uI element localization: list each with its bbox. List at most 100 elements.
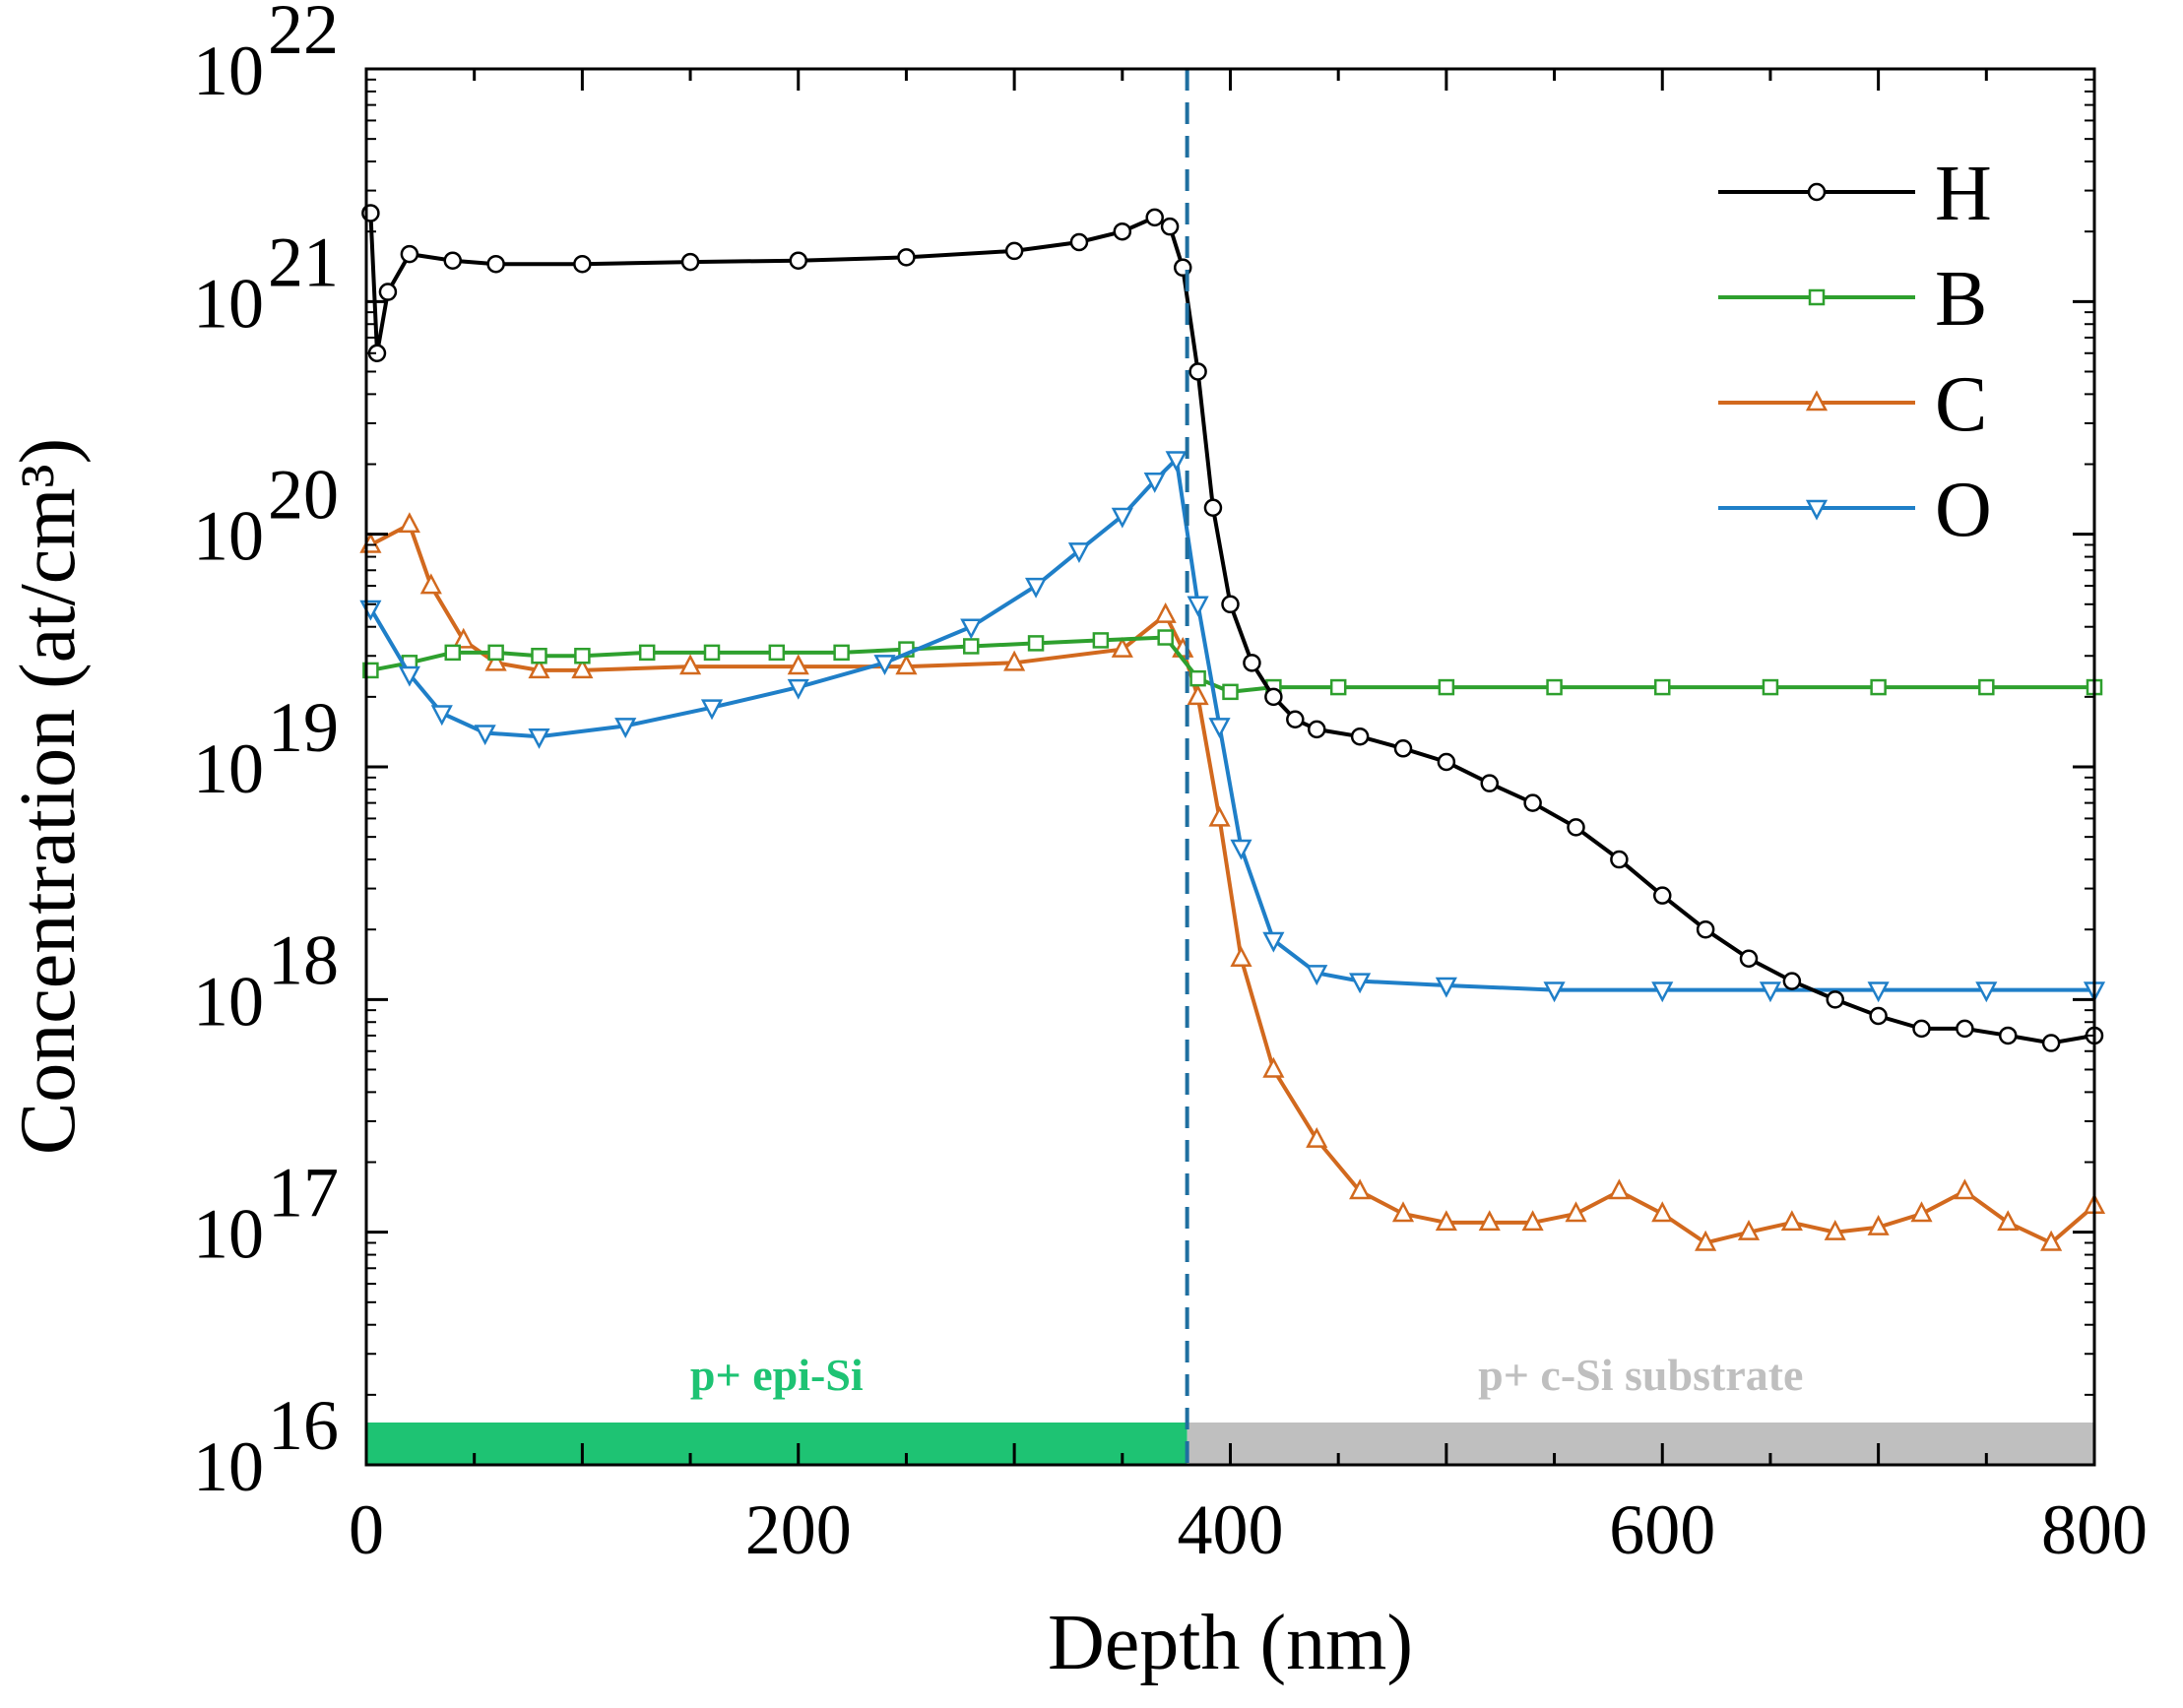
legend-marker-B [1808,288,1826,306]
data-point-C [1695,1230,1717,1251]
data-point-B [1027,635,1045,652]
data-point-O [1262,931,1285,953]
series-layer [359,204,2106,1251]
legend-label-O: O [1935,467,1992,553]
x-tick-label: 200 [745,1490,852,1569]
y-tick-label-base: 10 [193,264,264,343]
data-point-B [703,644,721,662]
data-point-O [1187,596,1209,617]
data-point-C [1521,1210,1544,1232]
series-line-H [368,213,2095,1045]
data-point-O [1759,981,1782,1003]
data-point-H [443,251,462,270]
y-tick-label-exponent: 20 [268,456,339,535]
data-point-H [680,252,700,272]
data-point-O [1067,542,1091,564]
plot-frame [364,67,2096,1467]
data-point-C [484,650,507,671]
data-point-H [378,283,398,301]
region-labels: p+ epi-Si p+ c-Si substrate [690,1350,1804,1400]
legend-marker-C [1805,390,1829,411]
data-point-C [1391,1201,1415,1223]
series-C [359,512,2106,1251]
y-tick-label-base: 10 [193,1427,264,1506]
data-point-B [487,644,504,662]
data-point-H [1350,727,1370,746]
series-H [361,204,2104,1052]
data-point-B [963,638,980,655]
data-point-C [1349,1178,1372,1200]
data-point-H [2041,1034,2061,1052]
y-tick-label-exponent: 16 [268,1386,339,1465]
x-tick-label: 800 [2041,1490,2148,1569]
data-point-O [700,699,724,721]
data-point-H [1956,1019,1974,1039]
region-bars [366,1423,2094,1464]
data-point-H [1523,793,1542,812]
legend-entry-B: B [1718,256,1987,343]
data-point-H [1696,919,1715,939]
data-point-C [1187,684,1209,706]
legend-label-H: H [1935,151,1992,237]
data-point-O [873,655,896,675]
data-point-H [1308,720,1326,739]
data-point-C [1737,1219,1761,1240]
data-point-O [1349,973,1372,994]
data-point-B [1546,678,1563,696]
x-tick-label: 600 [1609,1490,1715,1569]
series-line-B [370,635,2094,694]
series-line-O [368,455,2094,992]
data-point-B [1157,629,1174,646]
data-point-H [1826,990,1844,1009]
legend-label-B: B [1935,256,1987,343]
data-point-B [1329,678,1347,696]
data-point-C [419,573,442,595]
region-bar-1 [1187,1423,2094,1464]
data-point-H [789,251,807,270]
data-point-H [400,244,419,264]
data-point-C [528,658,550,679]
data-point-O [1165,451,1188,473]
y-tick-label-base: 10 [193,497,264,576]
data-point-H [1203,498,1223,517]
data-point-C [1262,1056,1285,1078]
legend-marker-H [1807,182,1827,202]
y-tick-label-base: 10 [193,1195,264,1274]
data-point-B [444,644,461,662]
data-point-H [1286,710,1305,729]
data-point-C [1154,601,1177,623]
data-point-O [1208,718,1231,739]
data-point-B [1978,678,1995,696]
y-tick-label-base: 10 [193,962,264,1041]
data-point-H [1739,949,1759,968]
data-point-H [1393,739,1413,758]
data-point-O [528,727,550,749]
data-point-C [1208,805,1231,827]
data-point-C [1867,1214,1890,1235]
data-point-O [474,725,496,746]
data-point-O [960,618,983,640]
series-line-C [369,522,2096,1245]
data-point-B [1092,632,1110,649]
data-point-O [1306,965,1328,986]
data-point-O [614,718,637,739]
data-point-O [1543,981,1566,1003]
data-point-B [1870,678,1887,696]
legend-label-C: C [1935,361,1987,448]
data-point-C [1824,1219,1846,1240]
data-point-C [1003,650,1026,671]
data-point-C [1111,636,1133,658]
data-point-H [1782,972,1802,990]
data-point-H [1264,687,1283,707]
series-B [362,629,2103,701]
data-point-O [1143,472,1166,493]
data-point-H [1480,774,1499,792]
data-point-C [1230,946,1252,967]
data-point-H [1069,232,1089,252]
data-point-C [1306,1126,1328,1148]
data-point-H [1145,208,1164,227]
data-point-H [1999,1026,2018,1045]
